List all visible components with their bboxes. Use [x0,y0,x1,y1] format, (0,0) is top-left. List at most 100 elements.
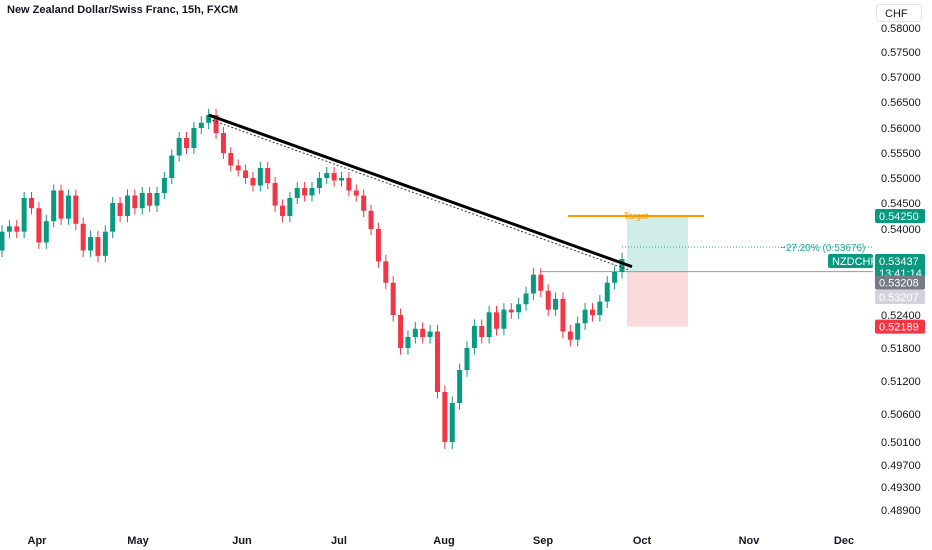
projection-label: −27.20% (0.53676) [780,243,865,254]
y-axis-tick: 0.48900 [881,505,921,517]
candle-body [405,337,411,348]
trendline[interactable] [208,113,633,269]
candle-body [560,298,566,332]
candle-body [383,261,389,283]
x-axis-tick: Jul [331,535,347,547]
y-axis-tick: 0.57000 [881,72,921,84]
y-axis-tick: 0.55500 [881,148,921,160]
candle-body [589,309,595,315]
x-axis-tick: Jun [232,535,252,547]
candle-body [538,274,544,291]
loss-zone [627,271,688,327]
profit-zone [627,216,688,272]
candle-body [479,326,485,337]
candle-body [29,198,35,209]
candle-body [567,331,573,340]
y-axis-tick: 0.49700 [881,460,921,472]
candle-body [575,323,581,340]
candle-body [161,178,167,193]
entry-price-tag-bg [875,275,925,290]
y-axis-tick: 0.50600 [881,409,921,421]
target-price-tag-bg [875,209,925,223]
candle-body [582,309,588,324]
candle-body [324,173,330,178]
candle-body [287,198,293,216]
x-axis-tick: Sep [533,535,553,547]
candle-body [302,188,308,196]
candle-body [117,203,123,216]
candle-body [132,195,138,209]
candle-body [220,133,226,153]
candle-body [412,328,418,337]
last-price-bg [875,254,925,281]
candle-body [464,348,470,370]
candle-body [339,178,345,181]
y-axis-tick: 0.51200 [881,376,921,388]
candle-body [36,208,42,243]
candle-body [516,304,522,313]
y-axis-tick: 0.57500 [881,47,921,59]
candle-body [250,178,256,186]
x-axis-tick: Apr [28,535,48,547]
candle-body [184,138,190,148]
low-price-tag: 0.53207 [879,292,919,304]
candle-body [494,312,500,329]
candle-body [235,165,241,171]
candle-body [257,168,263,186]
candle-body [523,293,529,305]
last-price-tag: 0.53437 [879,256,919,268]
candle-body [80,223,86,251]
stop-price-tag-bg [875,319,925,334]
x-axis-tick: Dec [834,535,854,547]
candle-body [14,226,20,232]
candle-body [427,331,433,337]
candle-body [73,195,79,224]
candle-body [213,115,219,133]
candle-body [530,274,536,294]
candle-body [65,195,71,219]
trendline-dotted [208,118,629,271]
candle-body [279,205,285,216]
candle-body [420,328,426,337]
x-axis-tick: Nov [739,535,761,547]
candle-body [154,193,160,206]
candle-body [147,193,153,206]
candle-body [545,290,551,310]
candle-body [434,331,440,392]
candle-body [361,195,367,211]
y-axis-tick: 0.55000 [881,173,921,185]
candle-body [604,282,610,302]
candle-body [139,193,145,209]
candle-body [486,312,492,337]
low-price-bg [875,290,925,304]
candle-body [508,309,514,313]
candle-body [316,178,322,188]
candle-body [169,155,175,178]
candle-body [331,173,337,181]
candle-body [43,221,49,243]
candle-body [198,122,204,128]
y-axis-tick: 0.54500 [881,198,921,210]
y-axis-tick: 0.52400 [881,310,921,322]
candle-body [51,190,57,222]
symbol-tag-bg [828,254,873,268]
candle-body [228,153,234,166]
candle-body [110,203,116,232]
candle-body [176,138,182,156]
candle-body [124,195,130,216]
x-axis-tick: Oct [633,535,652,547]
currency-selector[interactable]: CHF [876,4,922,22]
candle-body [346,178,352,191]
candle-body [457,370,463,403]
x-axis-tick: Aug [433,535,454,547]
candle-body [353,190,359,196]
candle-body [375,229,381,262]
chart-title: New Zealand Dollar/Swiss Franc, 15h, FXC… [7,4,239,16]
candle-body [390,282,396,315]
y-axis-tick: 0.51800 [881,343,921,355]
candle-body [597,301,603,315]
candle-body [619,259,625,272]
candle-body [398,315,404,348]
y-axis-tick: 0.56000 [881,123,921,135]
